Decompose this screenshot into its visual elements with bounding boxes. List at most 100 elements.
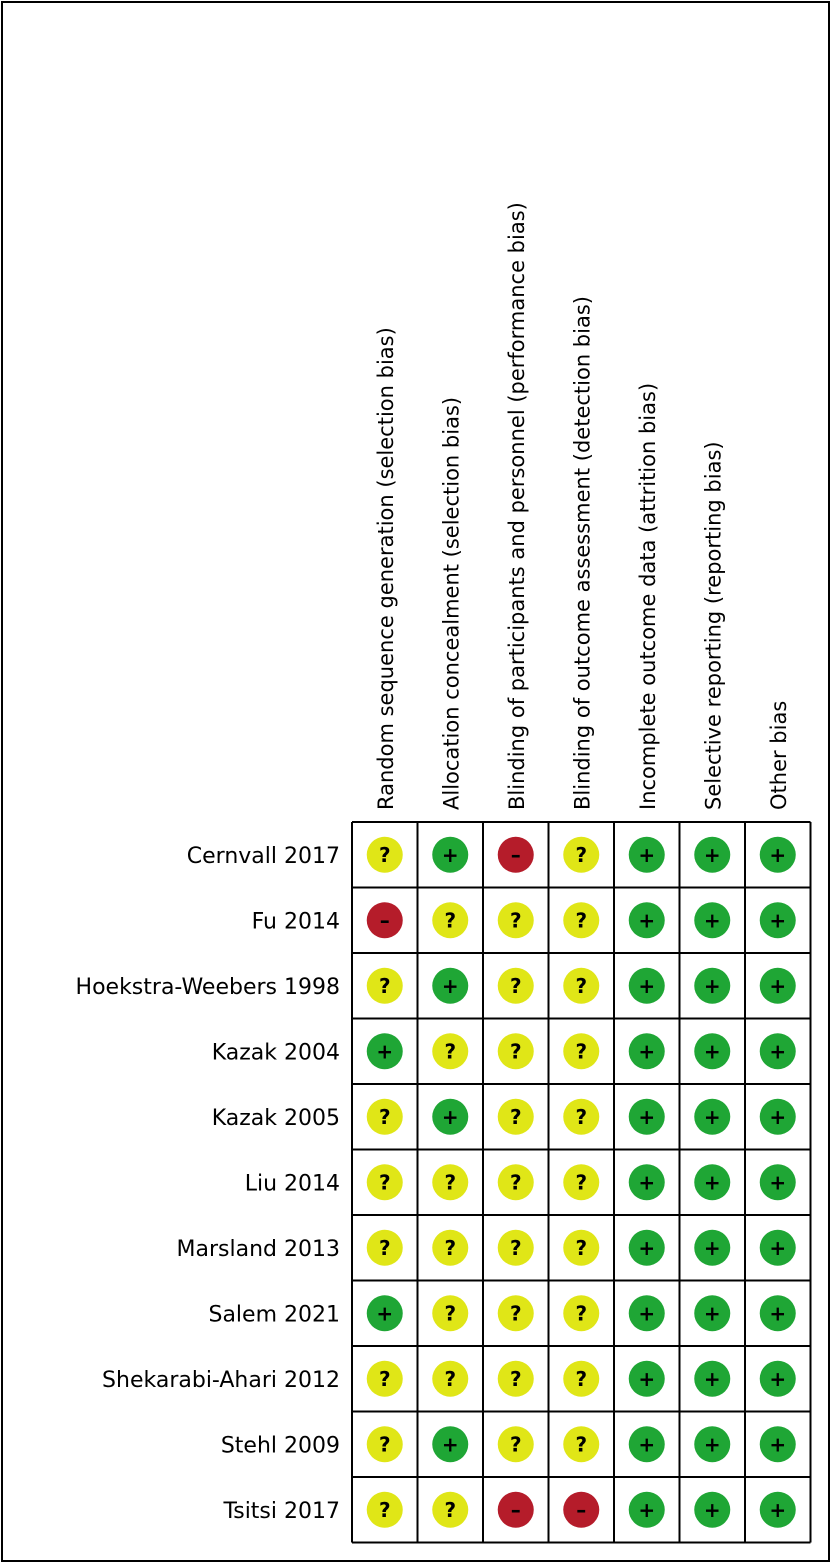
rating-marker — [432, 1164, 469, 1201]
rating-symbol: + — [638, 1367, 655, 1391]
rating-marker — [694, 1098, 731, 1135]
rating-marker — [432, 1295, 469, 1332]
rating-marker — [497, 1229, 534, 1266]
rating-symbol: ? — [575, 908, 587, 932]
rating-symbol: + — [442, 1432, 459, 1456]
study-label: Tsitsi 2017 — [222, 1499, 340, 1524]
rating-marker — [628, 1491, 665, 1528]
rating-symbol: + — [769, 908, 786, 932]
rating-marker — [759, 1426, 796, 1463]
rating-symbol: ? — [510, 1039, 522, 1063]
rating-symbol: + — [704, 1236, 721, 1260]
rating-symbol: + — [638, 1498, 655, 1522]
rating-marker — [366, 902, 403, 939]
rating-symbol: – — [380, 908, 390, 932]
rating-symbol: ? — [575, 1301, 587, 1325]
rating-marker — [694, 1295, 731, 1332]
rating-marker — [366, 1164, 403, 1201]
rating-symbol: + — [769, 1170, 786, 1194]
rating-marker — [497, 902, 534, 939]
rating-marker — [694, 967, 731, 1004]
rating-marker — [628, 836, 665, 873]
rating-symbol: ? — [379, 1367, 391, 1391]
rating-marker — [694, 1229, 731, 1266]
rating-symbol: + — [769, 1498, 786, 1522]
rating-marker — [628, 967, 665, 1004]
rating-marker — [563, 1229, 600, 1266]
rating-symbol: + — [704, 908, 721, 932]
rating-symbol: – — [576, 1498, 586, 1522]
column-header: Other bias — [767, 701, 791, 810]
rating-marker — [432, 1098, 469, 1135]
study-label: Liu 2014 — [245, 1171, 340, 1196]
rating-marker — [759, 1491, 796, 1528]
rating-symbol: ? — [510, 974, 522, 998]
rating-symbol: ? — [510, 1105, 522, 1129]
rating-symbol: + — [769, 1367, 786, 1391]
rating-symbol: ? — [379, 1236, 391, 1260]
study-label: Cernvall 2017 — [187, 844, 340, 869]
rating-symbol: ? — [575, 1432, 587, 1456]
rating-symbol: ? — [510, 1367, 522, 1391]
rating-marker — [366, 1360, 403, 1397]
rating-symbol: + — [638, 1301, 655, 1325]
rating-symbol: + — [638, 1039, 655, 1063]
rating-symbol: + — [376, 1301, 393, 1325]
rating-marker — [497, 1033, 534, 1070]
rating-marker — [366, 1229, 403, 1266]
study-label: Hoekstra-Weebers 1998 — [76, 975, 340, 1000]
rating-marker — [432, 1229, 469, 1266]
rating-marker — [759, 1164, 796, 1201]
rating-symbol: + — [769, 1432, 786, 1456]
rating-marker — [759, 1098, 796, 1135]
rating-symbol: + — [704, 1367, 721, 1391]
study-label: Salem 2021 — [208, 1302, 340, 1327]
rating-marker — [628, 902, 665, 939]
rating-symbol: + — [376, 1039, 393, 1063]
rating-symbol: + — [638, 1170, 655, 1194]
rating-marker — [497, 1098, 534, 1135]
rating-marker — [628, 1295, 665, 1332]
rating-marker — [759, 1295, 796, 1332]
rating-marker — [759, 1229, 796, 1266]
rating-symbol: ? — [444, 1039, 456, 1063]
rating-symbol: + — [769, 1236, 786, 1260]
rating-marker — [497, 836, 534, 873]
rating-symbol: + — [769, 1105, 786, 1129]
study-label: Shekarabi-Ahari 2012 — [102, 1368, 340, 1393]
rating-symbol: + — [638, 1236, 655, 1260]
rating-marker — [759, 967, 796, 1004]
rating-symbol: + — [704, 843, 721, 867]
rating-symbol: ? — [510, 1301, 522, 1325]
rating-marker — [759, 1033, 796, 1070]
rating-marker — [694, 836, 731, 873]
rating-symbol: + — [638, 974, 655, 998]
rating-symbol: + — [769, 1039, 786, 1063]
rating-marker — [432, 1426, 469, 1463]
column-header: Blinding of participants and personnel (… — [505, 202, 529, 810]
rating-symbol: + — [704, 974, 721, 998]
study-label: Kazak 2004 — [212, 1040, 340, 1065]
rating-symbol: + — [769, 843, 786, 867]
rating-symbol: ? — [510, 1236, 522, 1260]
rating-symbol: ? — [575, 843, 587, 867]
study-label: Fu 2014 — [252, 909, 340, 934]
rating-symbol: ? — [379, 1170, 391, 1194]
rating-symbol: + — [704, 1301, 721, 1325]
rating-marker — [628, 1229, 665, 1266]
rating-marker — [694, 1491, 731, 1528]
rating-symbol: ? — [575, 1039, 587, 1063]
column-header: Incomplete outcome data (attrition bias) — [636, 383, 660, 810]
rating-symbol: ? — [379, 843, 391, 867]
rating-marker — [563, 1426, 600, 1463]
rating-marker — [694, 1164, 731, 1201]
rating-symbol: + — [638, 908, 655, 932]
rating-symbol: + — [638, 1105, 655, 1129]
rating-symbol: ? — [379, 1105, 391, 1129]
rating-symbol: ? — [575, 1105, 587, 1129]
rating-marker — [628, 1360, 665, 1397]
rating-symbol: + — [638, 1432, 655, 1456]
column-header: Random sequence generation (selection bi… — [374, 327, 398, 810]
rating-marker — [759, 836, 796, 873]
